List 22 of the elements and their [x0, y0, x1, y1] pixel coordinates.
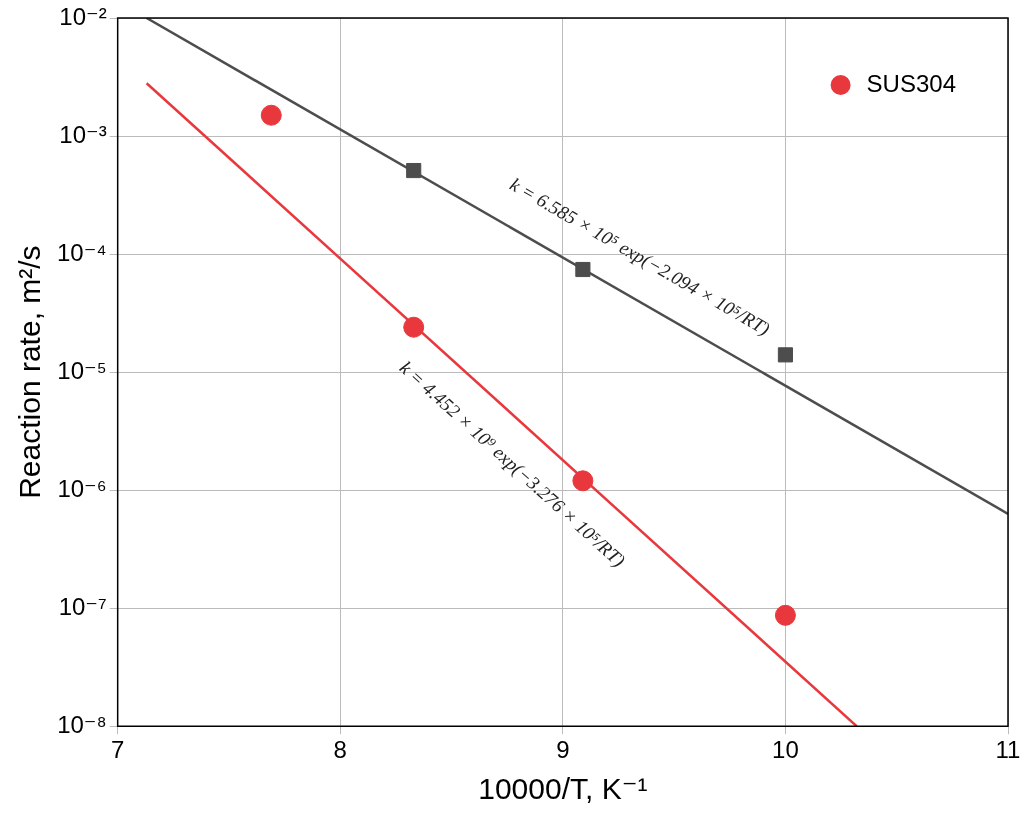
x-tick-label: 9 — [556, 736, 570, 764]
y-tick-label: 10⁻⁴ — [56, 238, 107, 266]
legend-label: SUS304 — [866, 69, 956, 97]
x-tick-label: 10 — [772, 736, 799, 764]
y-tick-label: 10⁻⁵ — [57, 356, 107, 384]
point — [572, 470, 594, 492]
x-tick-label: 7 — [111, 736, 125, 764]
point — [403, 316, 425, 338]
x-tick-label: 8 — [333, 736, 347, 764]
point — [774, 604, 796, 626]
x-axis-title: 10000/T, K⁻¹ — [478, 772, 648, 806]
y-tick-label: 10⁻⁶ — [57, 474, 107, 502]
y-tick-label: 10⁻⁷ — [58, 592, 107, 620]
point — [260, 104, 282, 126]
y-tick-label: 10⁻⁸ — [57, 710, 107, 738]
x-tick-label: 11 — [995, 736, 1021, 764]
y-tick-label: 10⁻² — [59, 2, 107, 30]
point — [575, 261, 591, 278]
y-axis-title: Reaction rate, m²/s — [13, 245, 47, 499]
point — [406, 162, 422, 179]
point — [777, 347, 793, 363]
y-tick-label: 10⁻³ — [59, 120, 107, 148]
